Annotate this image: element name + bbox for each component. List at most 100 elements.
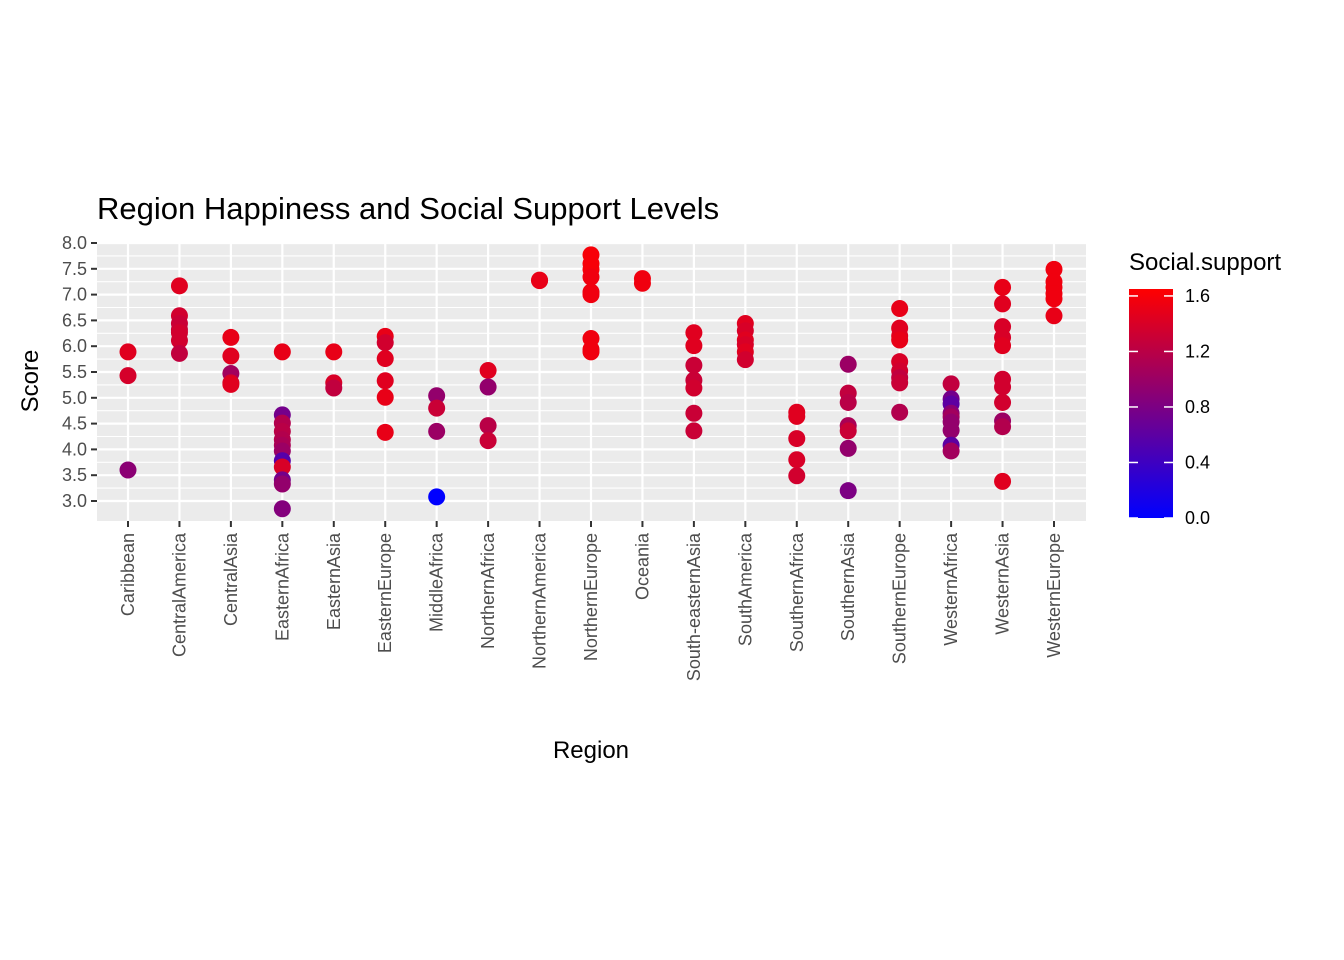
chart-title: Region Happiness and Social Support Leve… (97, 191, 719, 226)
y-tick-label: 7.5 (62, 259, 87, 279)
data-point (994, 418, 1012, 436)
data-point (633, 274, 651, 292)
data-point (273, 500, 291, 518)
data-point (685, 356, 703, 374)
legend-colorbar (1129, 289, 1173, 518)
legend-ticks: 0.0 0.4 0.8 1.2 1.6 (1129, 286, 1210, 528)
x-tick-label: EasternAsia (324, 532, 344, 630)
data-point (582, 286, 600, 304)
data-point (685, 324, 703, 342)
y-axis-title: Score (17, 350, 44, 413)
y-tick-label: 5.5 (62, 362, 87, 382)
data-point (994, 337, 1012, 355)
data-point (994, 393, 1012, 411)
data-point (222, 347, 240, 365)
data-point (891, 403, 909, 421)
x-tick-label: CentralAmerica (169, 532, 189, 657)
y-tick-label: 6.5 (62, 310, 87, 330)
data-point (942, 442, 960, 460)
y-tick-label: 5.0 (62, 388, 87, 408)
color-legend: Social.support 0.0 0.4 0.8 1.2 1.6 (1129, 249, 1281, 528)
legend-label: 1.2 (1185, 341, 1210, 361)
y-tick-label: 4.5 (62, 414, 87, 434)
data-point (994, 295, 1012, 313)
data-point (273, 475, 291, 493)
data-point (891, 300, 909, 318)
x-tick-label: Oceania (632, 532, 652, 600)
y-tick-label: 6.0 (62, 336, 87, 356)
data-point (891, 331, 909, 349)
legend-label: 0.0 (1185, 508, 1210, 528)
data-point (531, 272, 549, 290)
x-tick-label: SouthernAsia (838, 532, 858, 641)
data-point (788, 407, 806, 425)
x-tick-label: MiddleAfrica (427, 532, 447, 632)
data-point (582, 343, 600, 361)
data-point (170, 277, 188, 295)
data-point (428, 488, 446, 506)
data-point (273, 458, 291, 476)
legend-label: 0.8 (1185, 397, 1210, 417)
data-point (994, 278, 1012, 296)
data-point (942, 421, 960, 439)
data-points (119, 246, 1063, 518)
x-tick-label: NorthernEurope (581, 533, 601, 661)
data-point (839, 393, 857, 411)
data-point (119, 461, 137, 479)
data-point (325, 379, 343, 397)
data-point (685, 337, 703, 355)
data-point (222, 328, 240, 346)
x-tick-label: SouthernAfrica (787, 532, 807, 652)
data-point (1045, 290, 1063, 308)
x-tick-label: South-easternAsia (684, 532, 704, 681)
data-point (839, 482, 857, 500)
y-axis: 3.0 3.5 4.0 4.5 5.0 5.5 6.0 6.5 7.0 7.5 8.0 (62, 233, 97, 511)
x-axis-title: Region (553, 737, 629, 764)
x-tick-label: CentralAsia (221, 532, 241, 626)
x-tick-label: NorthernAmerica (530, 532, 550, 669)
y-tick-label: 4.0 (62, 439, 87, 459)
data-point (788, 451, 806, 469)
x-axis: Caribbean CentralAmerica CentralAsia Easter… (118, 521, 1064, 681)
data-point (839, 355, 857, 373)
data-point (685, 404, 703, 422)
y-tick-label: 7.0 (62, 285, 87, 305)
data-point (170, 332, 188, 350)
x-tick-label: EasternEurope (375, 533, 395, 653)
data-point (376, 350, 394, 368)
x-tick-label: WesternEurope (1044, 533, 1064, 658)
x-tick-label: SouthAmerica (735, 532, 755, 646)
x-tick-label: EasternAfrica (272, 532, 292, 641)
x-tick-label: WesternAsia (993, 532, 1013, 635)
legend-title: Social.support (1129, 249, 1281, 276)
data-point (479, 417, 497, 435)
data-point (376, 423, 394, 441)
data-point (119, 367, 137, 385)
data-point (273, 343, 291, 361)
data-point (222, 375, 240, 393)
data-point (479, 432, 497, 450)
x-tick-label: Caribbean (118, 533, 138, 616)
data-point (428, 387, 446, 405)
data-point (1045, 260, 1063, 278)
data-point (170, 344, 188, 362)
data-point (839, 439, 857, 457)
data-point (119, 343, 137, 361)
x-tick-label: WesternAfrica (941, 532, 961, 646)
data-point (376, 388, 394, 406)
y-tick-label: 3.5 (62, 465, 87, 485)
y-tick-label: 8.0 (62, 233, 87, 253)
x-tick-label: SouthernEurope (890, 533, 910, 664)
data-point (942, 375, 960, 393)
data-point (428, 422, 446, 440)
data-point (994, 472, 1012, 490)
data-point (685, 379, 703, 397)
data-point (736, 351, 754, 369)
data-point (479, 378, 497, 396)
data-point (479, 361, 497, 379)
data-point (685, 422, 703, 440)
data-point (428, 399, 446, 417)
data-point (376, 334, 394, 352)
data-point (325, 343, 343, 361)
x-tick-label: NorthernAfrica (478, 532, 498, 649)
